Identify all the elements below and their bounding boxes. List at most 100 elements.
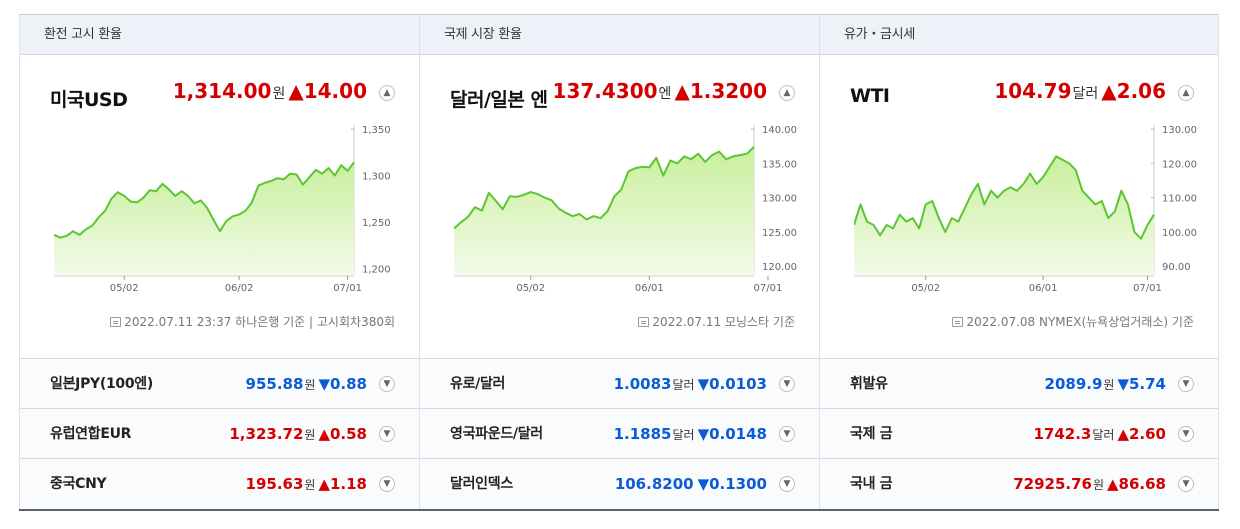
y-tick-label: 130.00 <box>1162 125 1197 136</box>
rate-row[interactable]: 중국CNY 195.63원 ▲1.18 ▼ <box>20 459 419 509</box>
source-note: 2022.07.11 모닝스타 기준 <box>638 313 795 330</box>
rate-row[interactable]: 영국파운드/달러 1.1885달러 ▼0.0148 ▼ <box>420 409 819 459</box>
source-note-text: 2022.07.11 모닝스타 기준 <box>652 315 795 329</box>
expand-toggle-icon[interactable]: ▼ <box>379 426 395 442</box>
panel-oil-gold: 유가・금시세 WTI 104.79달러 ▲2.06 ▲ 130.00 120.00 1… <box>819 15 1219 509</box>
source-note: 2022.07.08 NYMEX(뉴욕상업거래소) 기준 <box>952 313 1194 330</box>
price-chart: 140.00 135.00 130.00 125.00 120.00 05/02 06/01… <box>454 125 797 294</box>
price-line <box>854 155 1155 240</box>
y-tick-label: 120.00 <box>762 262 797 273</box>
collapse-toggle-icon[interactable]: ▲ <box>779 85 795 101</box>
source-note-text: 2022.07.08 NYMEX(뉴욕상업거래소) 기준 <box>966 315 1194 329</box>
collapse-toggle-icon[interactable]: ▲ <box>379 85 395 101</box>
rate-row[interactable]: 일본JPY(100엔) 955.88원 ▼0.88 ▼ <box>20 359 419 409</box>
rate-change: ▼0.1300 <box>697 475 767 493</box>
rate-row[interactable]: 유럽연합EUR 1,323.72원 ▲0.58 ▼ <box>20 409 419 459</box>
x-tick-label: 06/01 <box>1029 283 1058 294</box>
rate-unit: 달러 <box>1092 428 1115 442</box>
panel-header[interactable]: 유가・금시세 <box>820 15 1218 55</box>
x-tick-label: 05/02 <box>911 283 940 294</box>
rate-row-label: 일본JPY(100엔) <box>50 376 153 392</box>
rate-row-value: 1.0083달러 ▼0.0103 <box>614 359 767 410</box>
rate-row[interactable]: 유로/달러 1.0083달러 ▼0.0103 ▼ <box>420 359 819 409</box>
rate-change: ▲1.18 <box>318 475 367 493</box>
y-tick-label: 140.00 <box>762 125 797 136</box>
commodity-title[interactable]: WTI <box>850 85 890 107</box>
y-tick-label: 100.00 <box>1162 228 1197 239</box>
expand-toggle-icon[interactable]: ▼ <box>379 376 395 392</box>
rate-row-value: 1.1885달러 ▼0.0148 <box>614 409 767 460</box>
rate-row-label: 영국파운드/달러 <box>450 426 543 442</box>
price-change: ▲14.00 <box>288 79 367 103</box>
rate-value: 1.1885 <box>613 425 672 443</box>
currency-title[interactable]: 미국USD <box>50 89 128 111</box>
rate-row-label: 국제 금 <box>850 426 893 442</box>
rate-change: ▲86.68 <box>1107 475 1166 493</box>
expand-toggle-icon[interactable]: ▼ <box>1178 426 1194 442</box>
rate-value: 106.8200 <box>614 475 694 493</box>
collapse-toggle-icon[interactable]: ▲ <box>1178 85 1194 101</box>
price-unit: 달러 <box>1072 86 1099 102</box>
rate-value: 195.63 <box>245 475 304 493</box>
document-icon <box>952 317 964 327</box>
panel-header[interactable]: 환전 고시 환율 <box>20 15 419 55</box>
expand-toggle-icon[interactable]: ▼ <box>779 376 795 392</box>
price-area <box>454 146 754 275</box>
y-tick-label: 1,200 <box>362 264 391 275</box>
rate-row-label: 휘발유 <box>850 376 888 392</box>
rate-unit: 원 <box>304 478 316 492</box>
panel-header[interactable]: 국제 시장 환율 <box>420 15 819 55</box>
source-note: 2022.07.11 23:37 하나은행 기준 | 고시회차380회 <box>110 313 395 330</box>
y-tick-label: 110.00 <box>1162 194 1197 205</box>
y-tick-label: 135.00 <box>762 159 797 170</box>
price-line <box>54 161 355 239</box>
panel-main: 미국USD 1,314.00원 ▲14.00 ▲ 1,350 1,300 1,250 1… <box>20 55 419 359</box>
x-tick-label: 05/02 <box>516 283 545 294</box>
expand-toggle-icon[interactable]: ▼ <box>1178 476 1194 492</box>
rate-value: 2089.9 <box>1044 375 1103 393</box>
source-note-text: 2022.07.11 23:37 하나은행 기준 | 고시회차380회 <box>124 315 395 329</box>
rate-value: 72925.76 <box>1013 475 1092 493</box>
rate-change: ▼0.88 <box>318 375 367 393</box>
x-tick-label: 05/02 <box>110 283 139 294</box>
expand-toggle-icon[interactable]: ▼ <box>1178 376 1194 392</box>
panel-main: 달러/일본 엔 137.4300엔 ▲1.3200 ▲ 140.00 135.00 1… <box>420 55 819 359</box>
rate-row[interactable]: 달러인덱스 106.8200 ▼0.1300 ▼ <box>420 459 819 509</box>
price-value: 104.79 <box>994 79 1072 103</box>
rate-row-label: 유로/달러 <box>450 376 506 392</box>
rate-unit: 원 <box>304 378 316 392</box>
panel-fx-notice: 환전 고시 환율 미국USD 1,314.00원 ▲14.00 ▲ 1,350 1,… <box>19 15 419 509</box>
expand-toggle-icon[interactable]: ▼ <box>379 476 395 492</box>
price-change: ▲1.3200 <box>674 79 767 103</box>
rate-unit: 원 <box>1103 378 1115 392</box>
y-tick-label: 125.00 <box>762 228 797 239</box>
rate-change: ▲2.60 <box>1117 425 1166 443</box>
rate-value: 1742.3 <box>1033 425 1092 443</box>
rate-row-label: 국내 금 <box>850 476 893 492</box>
rate-row[interactable]: 휘발유 2089.9원 ▼5.74 ▼ <box>820 359 1218 409</box>
rate-unit: 달러 <box>672 428 695 442</box>
expand-toggle-icon[interactable]: ▼ <box>779 426 795 442</box>
rate-row[interactable]: 국제 금 1742.3달러 ▲2.60 ▼ <box>820 409 1218 459</box>
price-area <box>854 156 1154 275</box>
rate-row[interactable]: 국내 금 72925.76원 ▲86.68 ▼ <box>820 459 1218 509</box>
rate-unit: 원 <box>304 428 316 442</box>
current-price: 137.4300엔 ▲1.3200 <box>553 79 767 103</box>
x-tick-label: 06/01 <box>635 283 664 294</box>
currency-title[interactable]: 달러/일본 엔 <box>450 89 548 111</box>
rate-row-value: 1742.3달러 ▲2.60 <box>1033 409 1166 460</box>
y-tick-label: 1,250 <box>362 218 391 229</box>
price-unit: 원 <box>272 86 286 102</box>
rate-value: 1.0083 <box>613 375 672 393</box>
panel-main: WTI 104.79달러 ▲2.06 ▲ 130.00 120.00 110.00 10… <box>820 55 1218 359</box>
price-change: ▲2.06 <box>1101 79 1166 103</box>
expand-toggle-icon[interactable]: ▼ <box>779 476 795 492</box>
y-tick-label: 120.00 <box>1162 159 1197 170</box>
price-chart: 130.00 120.00 110.00 100.00 90.00 05/02 06/01 0… <box>854 125 1197 294</box>
panel-intl-market: 국제 시장 환율 달러/일본 엔 137.4300엔 ▲1.3200 ▲ 140.… <box>419 15 819 509</box>
rate-row-value: 955.88원 ▼0.88 <box>246 359 367 410</box>
x-tick-label: 07/01 <box>333 283 362 294</box>
current-price: 1,314.00원 ▲14.00 <box>173 79 367 103</box>
price-value: 137.4300 <box>552 79 658 103</box>
rate-row-value: 195.63원 ▲1.18 <box>246 459 367 510</box>
